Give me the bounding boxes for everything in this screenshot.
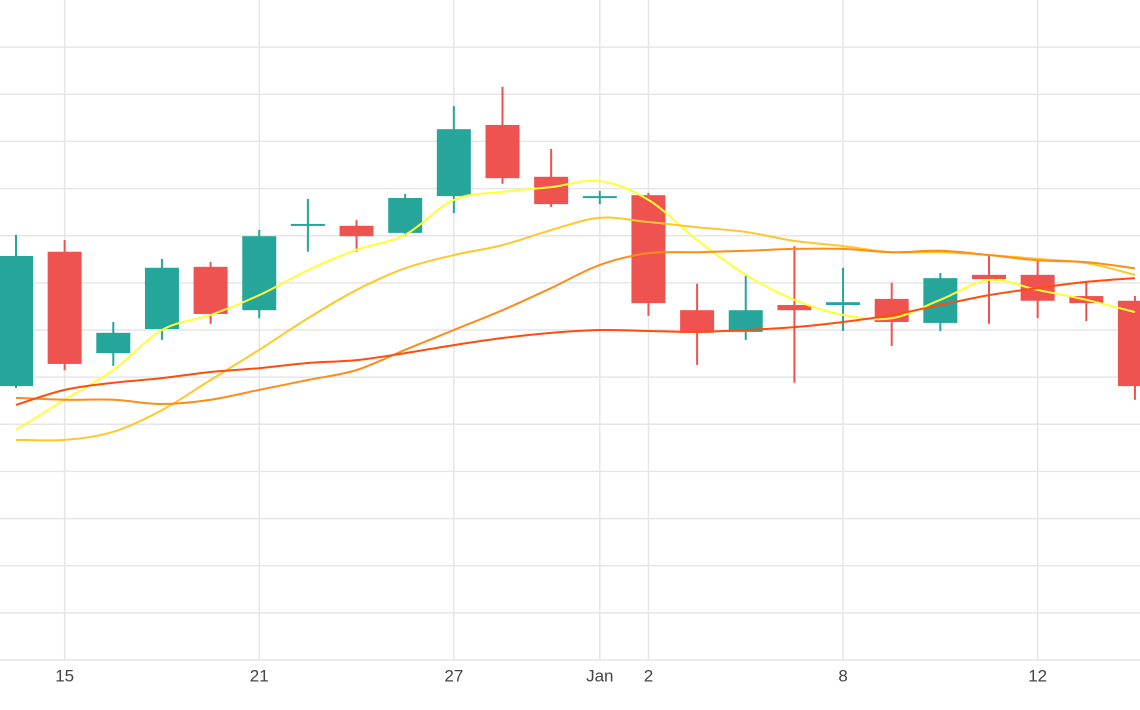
candle-body <box>728 310 763 332</box>
candle-body <box>777 305 812 311</box>
candle-body <box>1117 300 1140 387</box>
candle-body <box>290 223 325 226</box>
candle-body <box>0 255 33 387</box>
candle-body <box>631 195 666 304</box>
x-tick-label: 8 <box>838 666 847 685</box>
x-tick-label: Jan <box>586 666 613 685</box>
x-tick-label: 21 <box>250 666 269 685</box>
moving-average-line <box>15 247 1136 406</box>
x-tick-label: 27 <box>444 666 463 685</box>
candle-body <box>826 302 861 306</box>
moving-average-line <box>15 277 1136 406</box>
x-axis: 15 21 27 Jan 2 8 12 <box>55 666 1047 685</box>
candle-body <box>47 251 82 364</box>
candle-body <box>242 236 277 311</box>
candle-body <box>485 124 520 179</box>
grid <box>0 0 1140 661</box>
candle-body <box>436 129 471 197</box>
candle-body <box>534 176 569 205</box>
x-tick-label: 12 <box>1028 666 1047 685</box>
candle-body <box>339 225 374 237</box>
candle-body <box>972 274 1006 280</box>
candle-body <box>96 332 131 354</box>
candle-body <box>144 267 179 330</box>
candle-body <box>193 266 228 314</box>
candle-body <box>582 196 617 199</box>
moving-average-line <box>15 179 1136 431</box>
candle-body <box>680 310 715 333</box>
moving-average-line <box>15 216 1136 442</box>
plot-area <box>0 86 1140 442</box>
x-tick-label: 2 <box>644 666 653 685</box>
x-tick-label: 15 <box>55 666 74 685</box>
